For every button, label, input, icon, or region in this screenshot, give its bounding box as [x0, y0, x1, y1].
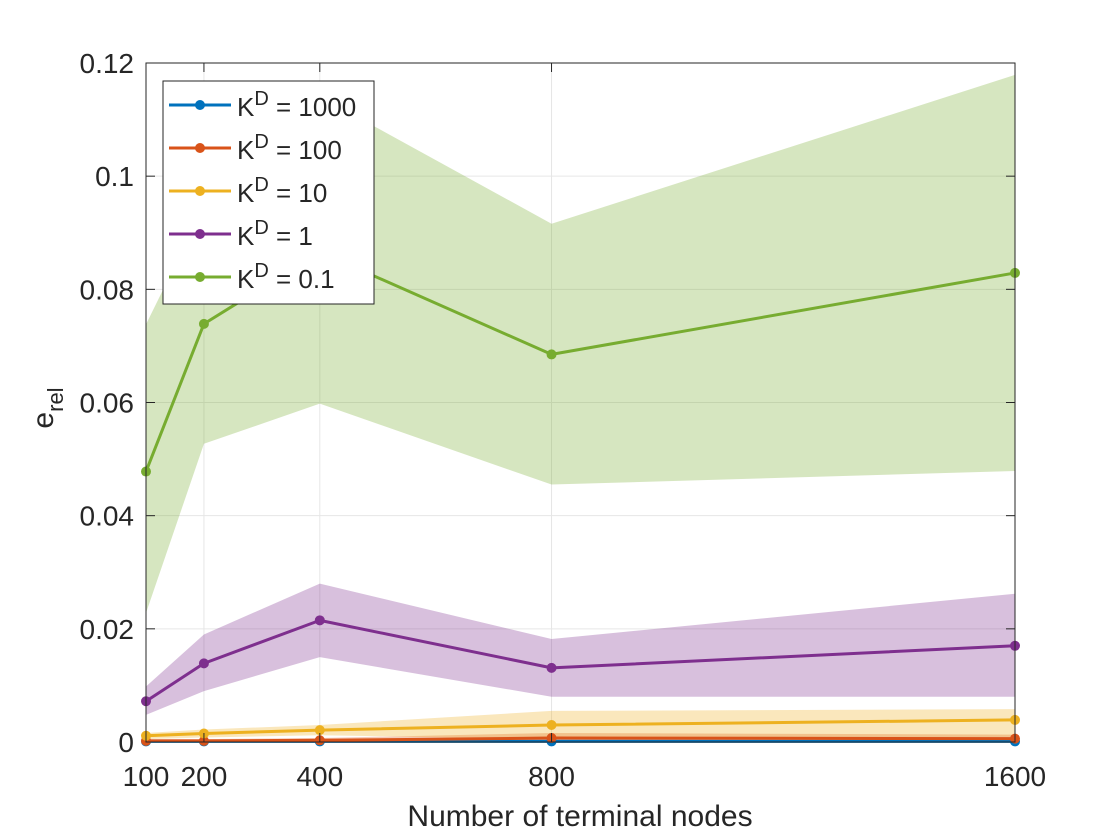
- x-tick-label: 200: [181, 761, 228, 792]
- y-axis-label: erel: [27, 387, 68, 428]
- legend-label-0.1: KD = 0.1: [237, 260, 335, 294]
- legend-label-1000: KD = 1000: [237, 88, 356, 122]
- y-tick-label: 0.06: [80, 388, 135, 419]
- x-tick-label: 800: [528, 761, 575, 792]
- data-point-10: [314, 725, 325, 736]
- legend-marker-0.1: [195, 272, 205, 282]
- data-point-1: [314, 615, 325, 626]
- x-tick-label: 400: [296, 761, 343, 792]
- legend-marker-100: [195, 143, 205, 153]
- legend-label-10: KD = 10: [237, 174, 327, 208]
- axes: 100 200 400 800 1600 0 0.02 0.04 0.06 0.08 0.1 0.12: [80, 48, 1047, 792]
- y-tick-label: 0.12: [80, 48, 135, 79]
- band-1: [146, 583, 1015, 715]
- y-tick-label: 0.08: [80, 274, 135, 305]
- y-tick-label: 0.1: [95, 161, 134, 192]
- legend-label-100: KD = 100: [237, 131, 342, 165]
- y-axis-label-subscript: rel: [43, 387, 68, 411]
- y-axis-label-main: e: [27, 412, 60, 429]
- legend-marker-1000: [195, 100, 205, 110]
- y-tick-label: 0.04: [80, 501, 135, 532]
- x-tick-label: 100: [123, 761, 170, 792]
- x-axis-label: Number of terminal nodes: [407, 800, 752, 833]
- y-tick-label: 0: [118, 727, 134, 758]
- legend-marker-1: [195, 229, 205, 239]
- data-point-10: [546, 720, 557, 731]
- data-point-0.1: [546, 349, 557, 360]
- legend-label-1: KD = 1: [237, 217, 313, 251]
- legend: KD = 1000 KD = 100 KD = 10 KD = 1 KD = 0.1: [162, 80, 375, 305]
- data-point-1: [198, 658, 209, 669]
- y-tick-label: 0.02: [80, 614, 135, 645]
- legend-marker-10: [195, 186, 205, 196]
- svg-text:erel: erel: [27, 387, 68, 428]
- x-tick-label: 1600: [984, 761, 1046, 792]
- data-point-0.1: [198, 318, 209, 329]
- data-point-1: [546, 662, 557, 673]
